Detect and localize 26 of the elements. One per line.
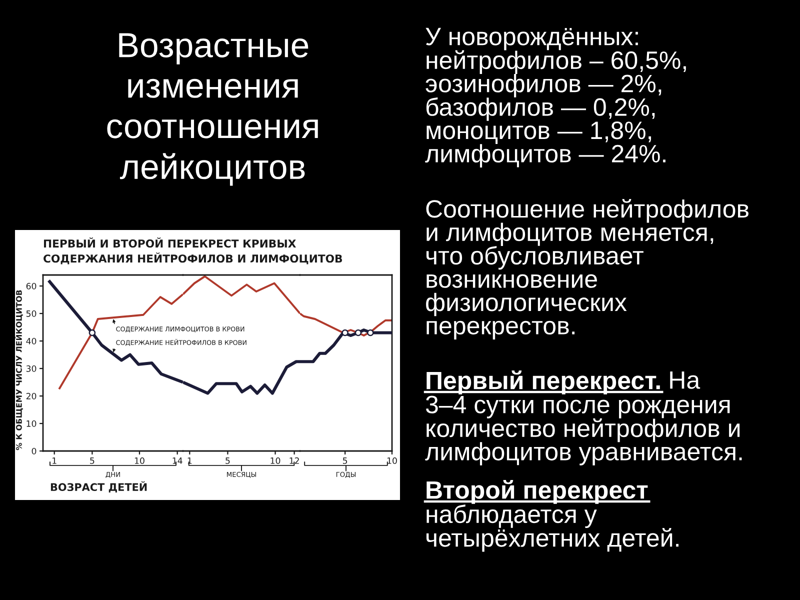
y-tick-label: 20	[26, 392, 36, 400]
text: Соотношение нейтрофилов и лимфоцитов меняется, что обусловливает возникновение физиологических перекрестов.	[426, 199, 748, 340]
x-tick-label: 10	[270, 457, 280, 464]
text: ВОЗРАСТ ДЕТЕЙ	[50, 481, 147, 493]
x-tick-label: 1	[52, 458, 56, 464]
y-tick-label: 40	[26, 338, 36, 344]
x-tick-label: 10	[387, 457, 397, 464]
y-tick-label: 50	[26, 310, 36, 317]
x-tick-label: 5	[342, 458, 348, 464]
text: Первый перекрест.	[426, 370, 660, 394]
chart-subtitle: ПЕРВЫЙ И ВТОРОЙ ПЕРЕКРЕСТ КРИВЫХ СОДЕРЖАНИЯ НЕЙТРОФИЛОВ И ЛИМФОЦИТОВ	[44, 237, 342, 264]
y-tick-label: 30	[26, 365, 36, 372]
x-tick-label: 12	[290, 457, 299, 464]
text: Второй перекрест	[426, 480, 648, 504]
x-tick-label: 5	[90, 458, 94, 464]
y-tick-label: 0	[32, 448, 36, 454]
x-tick-label: 14	[172, 458, 182, 464]
text: 3–4 сутки после рождения количество нейтрофилов и лимфоцитов уравнивается.	[425, 396, 742, 466]
x-tick-label: 5	[226, 458, 230, 464]
x-tick-label: 10	[134, 457, 144, 464]
y-tick-label: 10	[26, 420, 36, 427]
text: На	[670, 371, 700, 389]
text: У новорождённых: нейтрофилов – 60,5%, эозинофилов — 2%, базофилов — 0,2%, моноцитов — 1,8%, лимфоцитов — 24%.	[425, 28, 686, 168]
y-tick-label: 60	[26, 282, 36, 290]
chart-title: Возрастные изменения соотношения лейкоцитов	[107, 33, 318, 186]
text: наблюдается у четырёхлетних детей.	[426, 504, 678, 552]
